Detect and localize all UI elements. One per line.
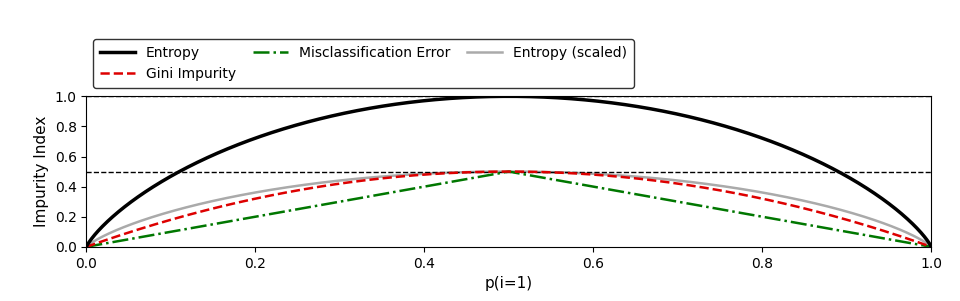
Misclassification Error	[167, 230, 179, 233]
Entropy	[453, 96, 465, 100]
Gini Impurity	[740, 194, 752, 197]
Entropy (scaled)	[167, 209, 179, 213]
Y-axis label: Impurity Index: Impurity Index	[35, 116, 49, 227]
Gini Impurity	[925, 245, 937, 249]
Line: Entropy: Entropy	[86, 96, 931, 247]
Entropy (scaled)	[81, 245, 92, 249]
Entropy	[503, 95, 515, 98]
X-axis label: p(i=1): p(i=1)	[485, 276, 533, 291]
Misclassification Error	[503, 170, 515, 173]
Misclassification Error	[661, 198, 673, 202]
Legend: Entropy, Gini Impurity, Misclassification Error, Entropy (scaled): Entropy, Gini Impurity, Misclassificatio…	[93, 39, 634, 88]
Misclassification Error	[81, 245, 92, 249]
Gini Impurity	[503, 170, 515, 173]
Misclassification Error	[925, 245, 937, 249]
Line: Misclassification Error: Misclassification Error	[86, 172, 931, 247]
Misclassification Error	[422, 184, 434, 188]
Entropy	[756, 136, 767, 140]
Entropy	[740, 131, 752, 135]
Gini Impurity	[453, 171, 465, 175]
Entropy (scaled)	[756, 191, 767, 194]
Entropy	[167, 173, 179, 177]
Entropy (scaled)	[740, 188, 752, 191]
Misclassification Error	[756, 215, 767, 218]
Entropy (scaled)	[453, 171, 465, 174]
Gini Impurity	[167, 217, 179, 221]
Gini Impurity	[422, 172, 434, 176]
Entropy	[81, 245, 92, 249]
Entropy (scaled)	[422, 172, 434, 175]
Misclassification Error	[740, 212, 752, 216]
Line: Entropy (scaled): Entropy (scaled)	[86, 172, 931, 247]
Entropy	[661, 110, 673, 114]
Entropy	[925, 245, 937, 249]
Line: Gini Impurity: Gini Impurity	[86, 172, 931, 247]
Misclassification Error	[453, 179, 465, 182]
Gini Impurity	[661, 180, 673, 184]
Gini Impurity	[756, 197, 767, 200]
Entropy (scaled)	[925, 245, 937, 249]
Entropy (scaled)	[503, 170, 515, 173]
Entropy	[422, 98, 434, 102]
Entropy (scaled)	[661, 178, 673, 181]
Gini Impurity	[81, 245, 92, 249]
